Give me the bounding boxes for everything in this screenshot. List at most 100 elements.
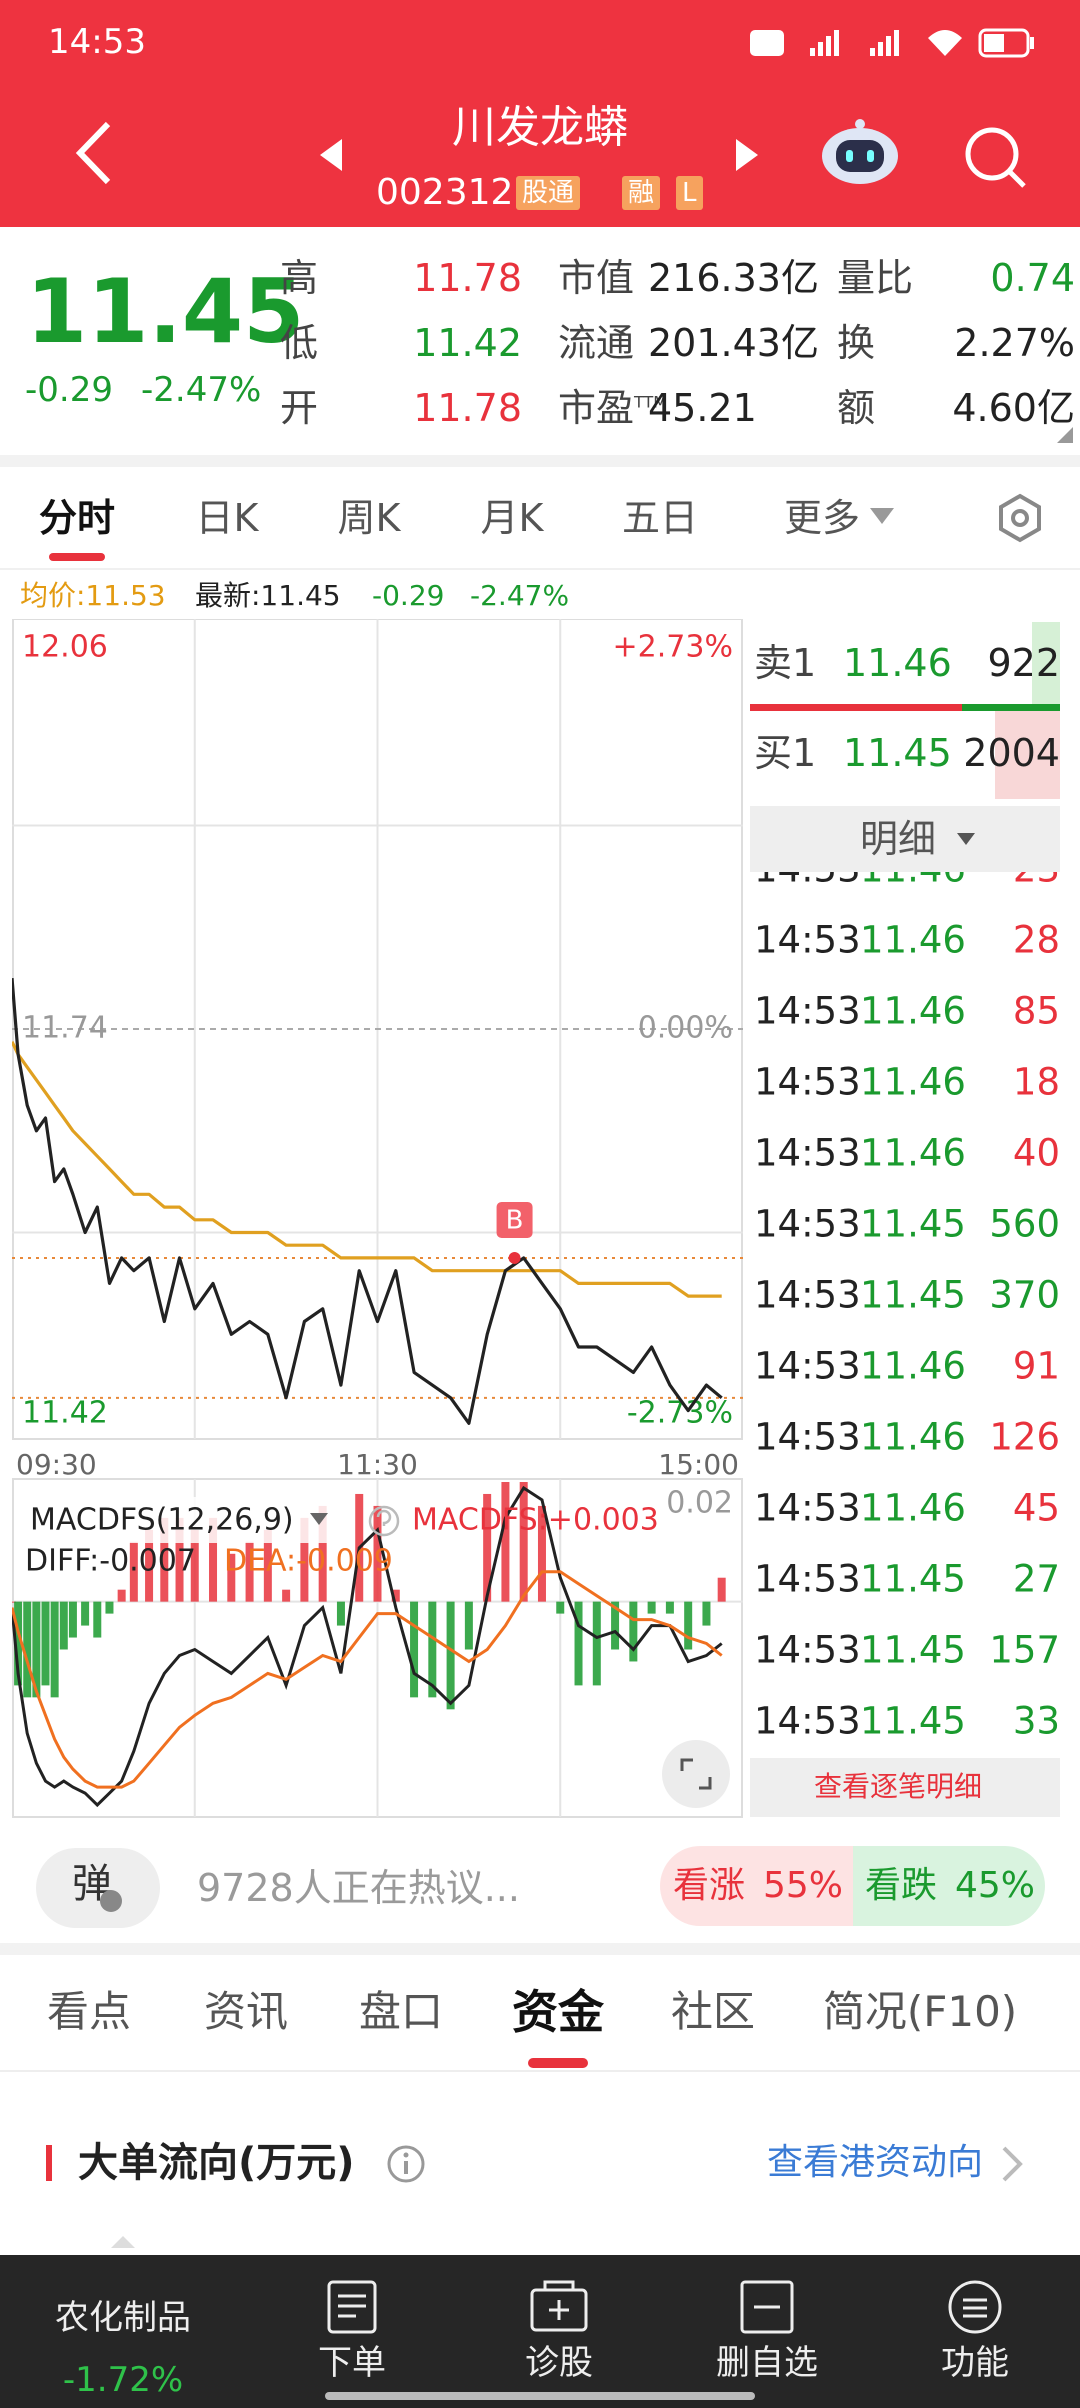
section-tab[interactable]: 盘口: [358, 1987, 444, 2036]
detail-button[interactable]: [750, 806, 1060, 872]
bottom-action[interactable]: 功能: [941, 2343, 1009, 2383]
macd-bar: [574, 1601, 583, 1686]
badge: 融: [622, 176, 661, 210]
stat-label: 流通: [558, 321, 635, 365]
bottom-action[interactable]: 删自选: [716, 2343, 818, 2383]
period-tab[interactable]: 月K: [480, 496, 544, 540]
avg-price: 均价:11.53: [20, 579, 166, 612]
separator: [0, 455, 1080, 467]
status-time: 14:53: [48, 22, 146, 62]
next-stock[interactable]: [732, 137, 762, 173]
stat-value: 11.78: [413, 386, 522, 430]
section-tab[interactable]: 看点: [46, 1987, 132, 2036]
macd-bar: [501, 1482, 510, 1602]
stat-value: 4.60亿: [952, 386, 1075, 430]
sector-arrow: [111, 2236, 135, 2248]
detail-button-label: 明细: [859, 817, 937, 861]
book-volume: 2004: [963, 731, 1060, 775]
trade-volume: 27: [1012, 1557, 1060, 1601]
robot-icon[interactable]: [818, 118, 902, 188]
bear-pill[interactable]: [853, 1846, 1045, 1926]
stat-label-sup: TTM: [634, 392, 668, 412]
bull-pill[interactable]: [660, 1846, 865, 1926]
macd-bar: [373, 1505, 382, 1602]
price-change-pct: -2.47%: [141, 370, 262, 410]
search-button[interactable]: [962, 124, 1028, 190]
section-tab[interactable]: 资讯: [203, 1987, 289, 2036]
period-tab[interactable]: 周K: [337, 496, 401, 540]
trade-time: 14:53: [754, 1699, 861, 1743]
info-change: -0.29: [372, 579, 445, 612]
period-tab[interactable]: 日K: [195, 496, 259, 540]
tab-indicator: [49, 553, 105, 561]
trade-time: 14:53: [754, 1415, 861, 1459]
section-tab[interactable]: 社区: [670, 1987, 756, 2036]
trade-price: 11.46: [860, 1415, 966, 1459]
more-button-label: 查看逐笔明细: [813, 1770, 983, 1803]
back-button[interactable]: [70, 120, 120, 186]
macd-bar: [537, 1505, 546, 1602]
macd-bar: [50, 1601, 59, 1698]
macd-bar: [105, 1601, 114, 1614]
corner-mark: [1057, 427, 1073, 443]
section-tab[interactable]: 简况(F10): [822, 1987, 1018, 2036]
section-link[interactable]: 查看港资动向: [766, 2142, 983, 2183]
section-marker: [46, 2145, 52, 2181]
bottom-action[interactable]: 诊股: [525, 2343, 593, 2383]
trade-time: 14:53: [754, 872, 861, 888]
trade-time: 14:53: [754, 1131, 861, 1175]
trade-volume: 560: [989, 1202, 1060, 1246]
price-change: -0.29: [25, 370, 113, 410]
chevron[interactable]: [1000, 2146, 1026, 2182]
trade-price: 11.46: [860, 1486, 966, 1530]
ask-volume-bg: [1032, 622, 1060, 707]
trade-point: [508, 1251, 521, 1264]
indicator-value: DEA:-0.009: [224, 1544, 393, 1579]
macd-bar: [59, 1601, 68, 1650]
stat-label: 市盈TTM: [558, 386, 668, 430]
dropdown-arrow: [870, 508, 894, 524]
trade-time: 14:53: [754, 1628, 861, 1672]
expand-button[interactable]: [662, 1740, 730, 1808]
macd-bar: [391, 1589, 400, 1602]
macd-bar: [190, 1529, 199, 1602]
order-book: 卖111.46922买111.452004明细14:5311.462314:53…: [743, 619, 1080, 1819]
trade-volume: 85: [1012, 989, 1060, 1033]
trade-volume: 23: [1013, 872, 1060, 888]
section-tab[interactable]: 资金: [512, 1985, 604, 2039]
more-button[interactable]: [750, 1758, 1060, 1817]
bear-pct: 45%: [955, 1865, 1036, 1906]
book-volume: 922: [987, 641, 1060, 685]
macd-bar: [665, 1601, 674, 1614]
danmu-off: [100, 1890, 122, 1912]
bottom-action[interactable]: 下单: [318, 2343, 386, 2383]
settings-button[interactable]: [995, 493, 1045, 543]
trade-price: 11.45: [860, 1273, 966, 1317]
y2-tick-label: +2.73%: [613, 630, 733, 665]
ask-ratio-bar: [962, 704, 1060, 711]
bid-volume-bg: [995, 711, 1060, 799]
period-tab[interactable]: 更多: [783, 496, 861, 540]
separator: [0, 1943, 1080, 1955]
period-tab[interactable]: 五日: [621, 496, 699, 540]
macd-bar: [160, 1517, 169, 1602]
info-icon[interactable]: [386, 2144, 426, 2184]
stat-label: 开: [280, 386, 319, 430]
trade-time: 14:53: [754, 1486, 861, 1530]
macd-bar: [611, 1601, 620, 1650]
trade-volume: 40: [1012, 1131, 1060, 1175]
macd-bar: [464, 1601, 473, 1650]
trade-volume: 91: [1012, 1344, 1060, 1388]
indicator-selector[interactable]: [18, 1497, 348, 1543]
indicator-value: MACDFS:+0.003: [412, 1503, 659, 1538]
prev-stock[interactable]: [316, 137, 346, 173]
trade-price: 11.45: [860, 1699, 966, 1743]
stat-label: 低: [280, 321, 319, 365]
danmu-toggle[interactable]: [36, 1848, 160, 1928]
discussion-text: 9728人正在热议...: [197, 1866, 520, 1910]
trade-price: 11.45: [860, 1557, 966, 1601]
price-line: [12, 1041, 722, 1298]
period-tab[interactable]: 分时: [38, 496, 116, 540]
trade-price: 11.45: [860, 1202, 966, 1246]
